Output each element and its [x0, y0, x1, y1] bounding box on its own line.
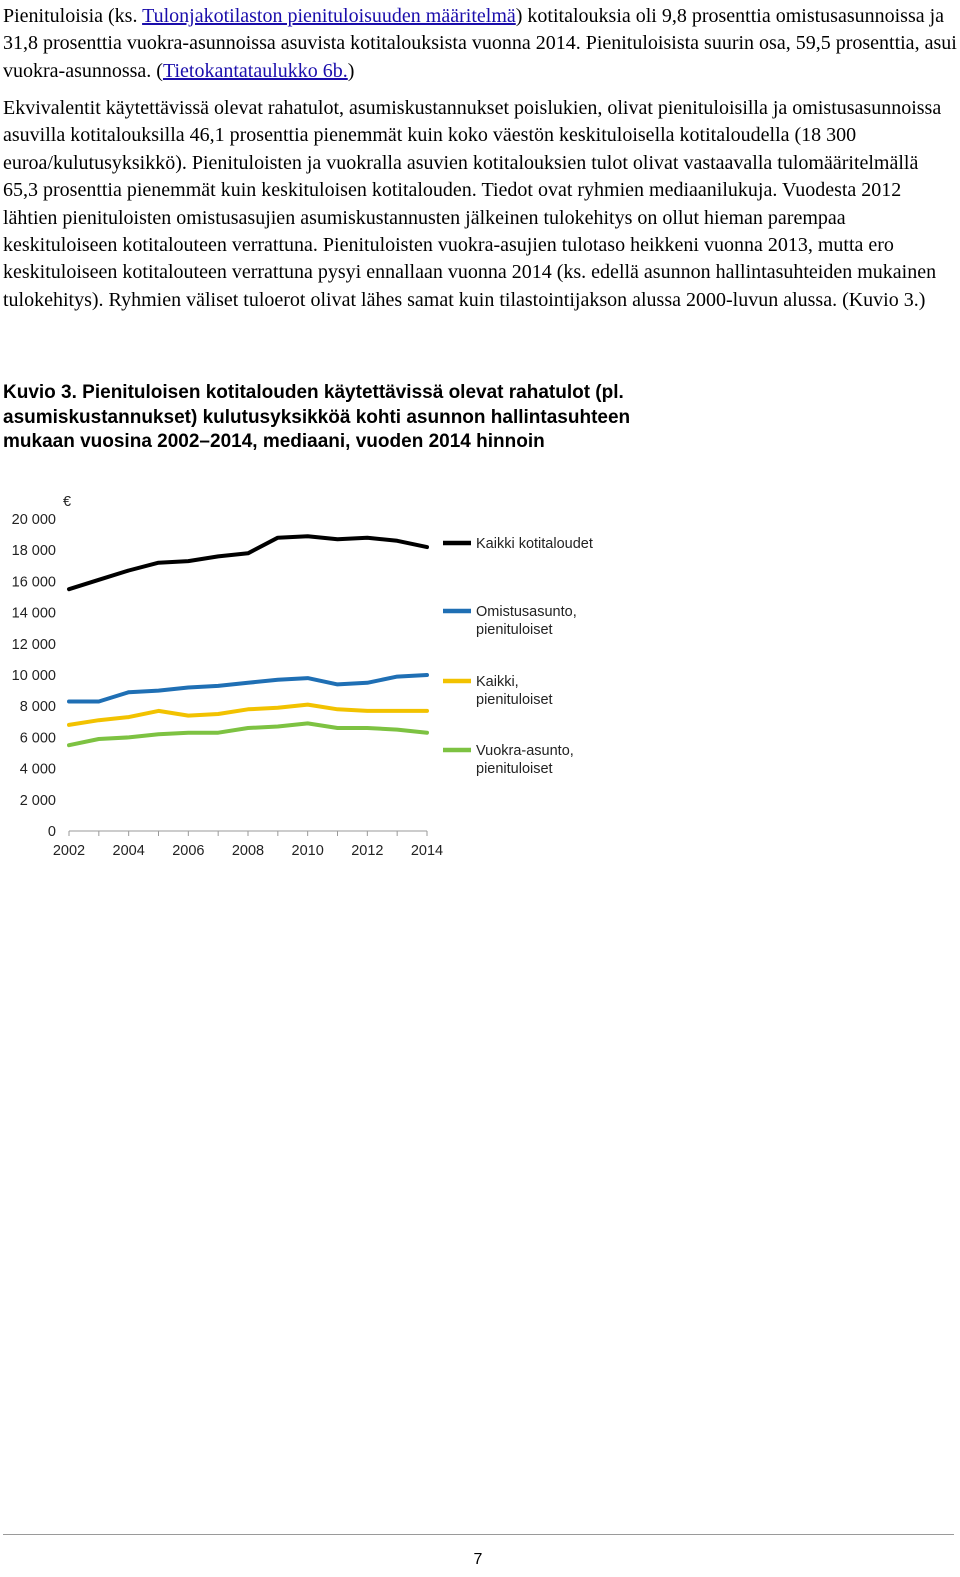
legend-label: Vuokra-asunto,	[476, 743, 574, 759]
legend-label: pienituloiset	[476, 761, 553, 777]
y-tick-label: 6 000	[20, 730, 56, 746]
legend-label: pienituloiset	[476, 622, 553, 638]
series-line	[67, 673, 429, 704]
legend-label: Kaikki kotitaloudet	[476, 536, 593, 552]
x-tick-label: 2012	[351, 843, 383, 859]
x-tick-label: 2014	[411, 843, 443, 859]
x-tick-label: 2010	[292, 843, 324, 859]
series-line	[67, 534, 429, 592]
definition-link[interactable]: Tulonjakotilaston pienituloisuuden määri…	[142, 5, 516, 27]
y-tick-label: 4 000	[20, 762, 56, 778]
footer-divider	[3, 1534, 954, 1535]
legend-label: Omistusasunto,	[476, 604, 577, 620]
y-tick-label: 10 000	[12, 668, 56, 684]
y-tick-label: 12 000	[12, 637, 56, 653]
legend-label: pienituloiset	[476, 692, 553, 708]
y-tick-label: 8 000	[20, 699, 56, 715]
y-tick-label: 0	[48, 824, 56, 840]
y-tick-label: 16 000	[12, 574, 56, 590]
income-paragraph: Ekvivalentit käytettävissä olevat rahatu…	[3, 97, 942, 311]
database-table-link[interactable]: Tietokantataulukko 6b.	[162, 59, 348, 82]
y-tick-label: 2 000	[20, 793, 56, 809]
page-number: 7	[473, 1551, 483, 1568]
series-line	[67, 702, 429, 727]
y-tick-label: 20 000	[12, 512, 56, 528]
y-unit-label: €	[63, 494, 71, 510]
y-tick-label: 14 000	[12, 606, 56, 622]
y-axis-labels: 0 2 000 4 000 6 000 8 000 10 000 12 000 14 000 1…	[12, 512, 56, 840]
x-tick-label: 2002	[53, 843, 85, 859]
intro-text-start: Pienituloisia (ks.	[3, 5, 143, 27]
y-tick-label: 18 000	[12, 543, 56, 559]
x-tick-label: 2004	[113, 843, 145, 859]
x-tick-label: 2006	[172, 843, 204, 859]
income-line-chart: € 0 2 000 4 000 6 000 8 000 10 000 12 000 14 00…	[12, 494, 593, 859]
x-axis: 2002 2004 2006 2008 2010 2012 2014	[53, 830, 443, 859]
figure-title: Kuvio 3. Pienituloisen kotitalouden käyt…	[3, 382, 631, 453]
intro-text-middle: ) kotitalouksia oli 9,8 prosenttia omist…	[3, 5, 957, 82]
legend-label: Kaikki,	[476, 674, 519, 690]
series-lines	[67, 534, 429, 748]
chart-legend: Kaikki kotitaloudet Omistusasunto, pienitu…	[443, 536, 593, 777]
intro-text-end: )	[347, 59, 355, 82]
intro-paragraph: Pienituloisia (ks. Tulonjakotilaston pie…	[3, 3, 958, 85]
x-tick-label: 2008	[232, 843, 264, 859]
series-line	[67, 721, 429, 748]
